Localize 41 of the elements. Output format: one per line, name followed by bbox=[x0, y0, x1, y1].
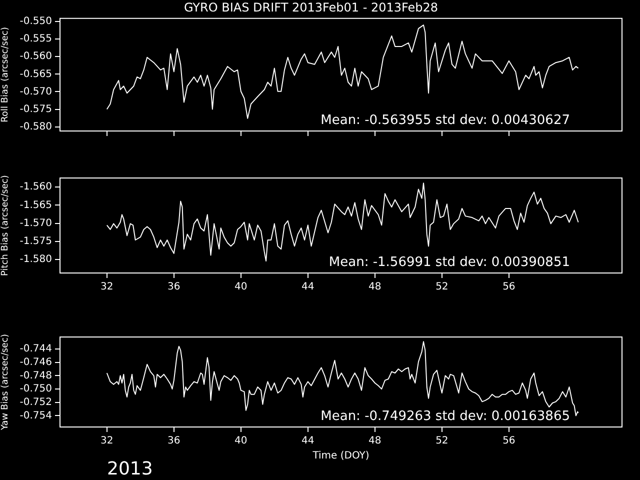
y-tick-label: -1.575 bbox=[20, 236, 52, 248]
y-tick-label: -0.560 bbox=[20, 51, 52, 62]
y-tick-label: -0.565 bbox=[20, 68, 52, 80]
x-tick-label: 52 bbox=[436, 436, 448, 447]
x-tick-label: 32 bbox=[100, 282, 114, 293]
x-tick-label: 56 bbox=[502, 282, 516, 293]
y-tick-label: -0.570 bbox=[20, 86, 52, 98]
x-tick-label: 48 bbox=[368, 436, 382, 447]
y-tick-label: -0.580 bbox=[20, 121, 52, 132]
y-axis-title: Roll Bias (arcsec/sec) bbox=[0, 27, 11, 122]
y-tick-label: -1.565 bbox=[20, 200, 52, 211]
x-tick-label: 48 bbox=[368, 282, 382, 293]
y-tick-label: -0.555 bbox=[20, 34, 52, 45]
x-tick-label: 52 bbox=[436, 282, 448, 293]
x-tick-label: 32 bbox=[100, 436, 114, 447]
y-axis-title: Yaw Bias (arcsec/sec) bbox=[0, 334, 11, 432]
text: 2013 bbox=[107, 458, 153, 480]
chart-title: GYRO BIAS DRIFT 2013Feb01 - 2013Feb28 bbox=[184, 0, 438, 14]
y-tick-label: -0.752 bbox=[20, 396, 52, 408]
y-tick-label: -1.560 bbox=[20, 182, 52, 193]
y-tick-label: -0.754 bbox=[20, 410, 52, 422]
annotation: Mean: -1.56991 std dev: 0.00390851 bbox=[328, 254, 570, 270]
y-tick-label: -0.550 bbox=[20, 16, 52, 28]
y-tick-label: -0.575 bbox=[20, 104, 52, 115]
y-tick-label: -1.580 bbox=[20, 254, 52, 266]
y-tick-label: -0.746 bbox=[20, 356, 52, 368]
y-tick-label: -0.750 bbox=[20, 384, 52, 395]
y-axis-title: Pitch Bias (arcsec/sec) bbox=[0, 175, 11, 276]
y-tick-label: -0.744 bbox=[20, 344, 52, 355]
y-tick-label: -0.748 bbox=[20, 370, 52, 382]
y-tick-label: -1.570 bbox=[20, 218, 52, 229]
x-tick-label: 36 bbox=[168, 282, 180, 293]
x-tick-label: 44 bbox=[302, 436, 314, 447]
x-tick-label: 36 bbox=[168, 436, 180, 447]
x-tick-label: 56 bbox=[502, 436, 516, 447]
x-tick-label: 40 bbox=[234, 282, 248, 293]
annotation: Mean: -0.563955 std dev: 0.00430627 bbox=[320, 112, 570, 128]
x-tick-label: 40 bbox=[234, 436, 248, 447]
x-axis-title: Time (DOY) bbox=[312, 450, 370, 462]
annotation: Mean: -0.749263 std dev: 0.00163865 bbox=[320, 408, 570, 424]
x-tick-label: 44 bbox=[302, 282, 314, 293]
